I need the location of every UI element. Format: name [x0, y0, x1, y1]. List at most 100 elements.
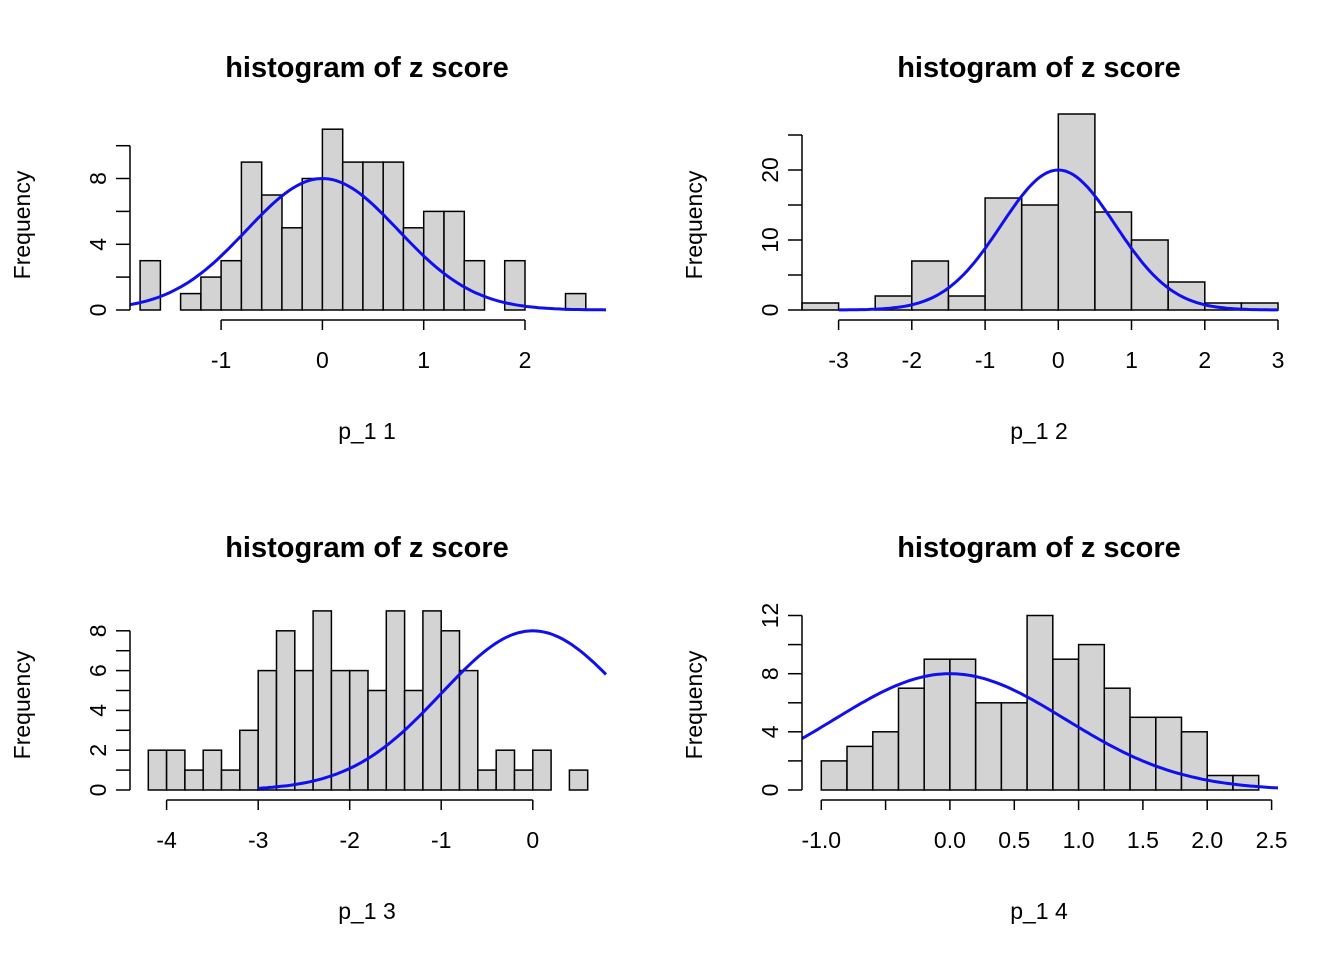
histogram-bar: [897, 687, 925, 791]
x-tick-label: 1.0: [1063, 827, 1095, 853]
histogram-bar: [275, 630, 296, 791]
density-curve: [129, 177, 607, 312]
x-tick-label: 1: [417, 347, 430, 373]
histogram-bar: [1020, 204, 1060, 311]
y-tick-label: 2: [85, 744, 111, 757]
x-tick-label: 2: [519, 347, 532, 373]
plot-area: -4 -3 -2 -1 0 0 2 4 6 8: [85, 610, 608, 853]
plot-area: -1.0 0.0 0.5 1.0 1.5 2.0 2.5 0 4 8 12: [757, 603, 1288, 853]
y-tick-label: 8: [757, 667, 783, 680]
x-tick-label: -2: [339, 827, 359, 853]
histogram-bar: [801, 302, 840, 311]
histogram-bar: [220, 769, 241, 791]
x-axis-label: p_1 1: [338, 418, 396, 444]
y-axis-label: Frequency: [9, 650, 35, 759]
x-tick-label: 3: [1272, 347, 1285, 373]
histogram-bar: [202, 749, 223, 791]
x-tick-label: 0.0: [934, 827, 966, 853]
histogram-bar: [367, 689, 388, 791]
histogram-bar: [281, 227, 303, 311]
histogram-bar: [1094, 211, 1133, 311]
histogram-bar: [301, 177, 324, 311]
histogram-bar: [495, 749, 516, 791]
histogram-bar: [443, 210, 466, 311]
histogram-bar: [458, 669, 479, 791]
histogram-bar: [348, 669, 369, 791]
chart-title: histogram of z score: [897, 52, 1181, 84]
x-tick-label: 0.5: [998, 827, 1030, 853]
histogram-bar: [165, 749, 186, 791]
panel-1: histogram of z score p_1 1 Frequency -1 0…: [9, 52, 607, 444]
histogram-bar: [463, 259, 486, 311]
histogram-bar: [1057, 113, 1096, 311]
chart-title: histogram of z score: [225, 532, 509, 564]
histogram-bar: [240, 161, 263, 311]
chart-title: histogram of z score: [897, 532, 1181, 564]
histogram-bar: [239, 729, 259, 791]
y-tick-label: 12: [757, 603, 783, 629]
histogram-bar: [1103, 687, 1131, 791]
histogram-bar: [257, 669, 278, 791]
histogram-bar: [1167, 281, 1206, 311]
histogram-bar: [846, 745, 874, 791]
histogram-bar: [1000, 702, 1028, 791]
density-curve: [838, 168, 1278, 312]
x-tick-label: -1: [431, 827, 451, 853]
x-tick-label: -2: [902, 347, 922, 373]
x-axis-label: p_1 4: [1010, 898, 1068, 924]
histogram-bar: [923, 658, 951, 791]
histogram-bar: [200, 276, 222, 311]
histogram-bar: [947, 295, 986, 311]
x-tick-label: 1: [1125, 347, 1138, 373]
chart-title: histogram of z score: [225, 52, 509, 84]
histogram-bar: [1130, 239, 1169, 311]
panel-3: histogram of z score p_1 3 Frequency -4-…: [9, 532, 608, 924]
panel-2: histogram of z score p_1 2 Frequency -3-…: [681, 52, 1284, 444]
histogram-bar: [147, 749, 168, 791]
y-tick-label: 4: [757, 725, 783, 738]
histogram-bar: [1077, 643, 1106, 791]
y-tick-label: 0: [757, 784, 783, 797]
density-curve: [801, 672, 1279, 790]
y-axis-label: Frequency: [9, 170, 35, 279]
x-tick-label: -1: [211, 347, 231, 373]
histogram-bar: [513, 769, 534, 791]
histogram-bar: [503, 259, 526, 311]
histogram-bar: [403, 689, 424, 791]
x-tick-label: -1: [975, 347, 995, 373]
x-tick-label: 0: [526, 827, 539, 853]
histogram-bar: [362, 161, 384, 311]
y-tick-label: 20: [757, 157, 783, 183]
histogram-bar: [184, 769, 204, 791]
x-tick-label: 0: [1052, 347, 1065, 373]
histogram-bar: [385, 610, 406, 791]
histogram-bar: [220, 259, 243, 311]
histogram-bar: [1155, 716, 1183, 791]
x-tick-label: 0: [316, 347, 329, 373]
y-tick-label: 0: [85, 784, 111, 797]
density-curve: [258, 629, 608, 790]
y-tick-label: 6: [85, 664, 111, 677]
y-tick-label: 8: [85, 172, 111, 185]
histogram-bar: [872, 731, 900, 791]
histogram-bar: [321, 128, 344, 311]
histogram-bar: [1129, 716, 1157, 791]
y-tick-label: 8: [85, 624, 111, 637]
histogram-bar: [974, 702, 1003, 791]
histogram-bar: [312, 610, 333, 791]
histogram-bar: [1180, 731, 1208, 791]
histogram-bar: [422, 610, 442, 791]
x-axis-label: p_1 2: [1010, 418, 1068, 444]
y-tick-label: 10: [757, 227, 783, 253]
histogram-bar: [179, 292, 202, 311]
y-axis-label: Frequency: [681, 650, 707, 759]
y-axis-label: Frequency: [681, 170, 707, 279]
histogram-bar: [949, 658, 977, 791]
histogram-bar: [568, 769, 589, 791]
x-tick-label: 2.0: [1191, 827, 1223, 853]
x-tick-label: 2: [1198, 347, 1211, 373]
y-tick-label: 0: [85, 304, 111, 317]
y-tick-label: 4: [85, 704, 111, 717]
histogram-bar: [294, 669, 314, 791]
histogram-bar: [820, 760, 848, 791]
